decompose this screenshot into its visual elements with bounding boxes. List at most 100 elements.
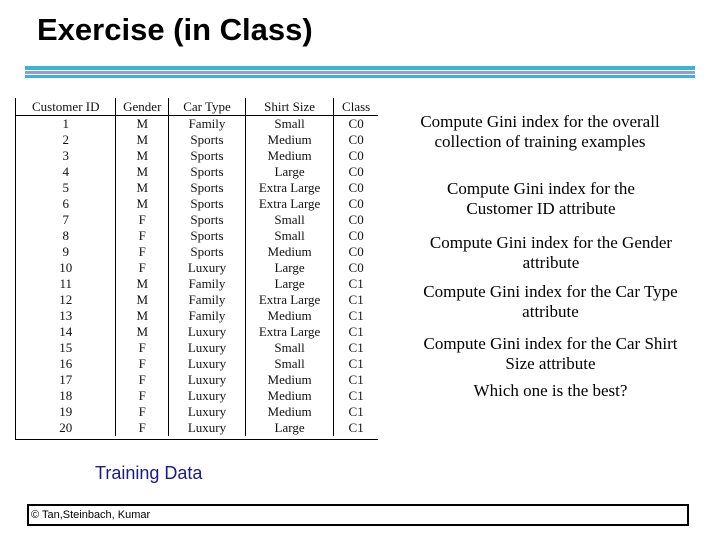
table-row: 7 F Sports Small C0 [16,212,378,228]
table-row: 4 M Sports Large C0 [16,164,378,180]
cell-customer-id: 17 [59,372,73,387]
cell-class: C0 [333,260,378,276]
cell-class: C0 [333,212,378,228]
cell-car-type: Luxury [168,340,246,356]
cell-customer-id: 15 [59,340,73,355]
header-customer-id: Customer ID [16,98,116,116]
cell-car-type: Luxury [168,324,246,340]
question-gender-gini: Compute Gini index for the Gender attrib… [429,233,673,272]
cell-shirt-size: Medium [244,132,334,148]
slide-title: Exercise (in Class) [37,12,313,47]
cell-car-type: Luxury [168,388,246,404]
table-row: 16 F Luxury Small C1 [16,356,378,372]
cell-shirt-size: Small [244,228,334,244]
cell-customer-id: 14 [59,324,73,339]
cell-shirt-size: Large [244,276,334,292]
cell-customer-id: 11 [59,276,72,291]
cell-customer-id: 20 [59,420,73,435]
cell-class: C1 [333,420,378,436]
table-header-row: Customer ID Gender Car Type Shirt Size C… [16,98,378,116]
cell-car-type: Sports [168,196,246,212]
table-row: 14 M Luxury Extra Large C1 [16,324,378,340]
table-row: 12 M Family Extra Large C1 [16,292,378,308]
cell-customer-id: 9 [62,244,69,259]
cell-gender: M [115,308,169,324]
cell-class: C1 [333,356,378,372]
question-customer-id-gini: Compute Gini index for the Customer ID a… [447,179,635,218]
cell-shirt-size: Medium [244,372,334,388]
cell-customer-id: 19 [59,404,73,419]
cell-shirt-size: Medium [244,148,334,164]
cell-shirt-size: Small [244,212,334,228]
cell-shirt-size: Medium [244,308,334,324]
table-row: 17 F Luxury Medium C1 [16,372,378,388]
cell-car-type: Luxury [168,404,246,420]
table-row: 15 F Luxury Small C1 [16,340,378,356]
cell-car-type: Sports [168,244,246,260]
table-row: 20 F Luxury Large C1 [16,420,378,436]
header-gender: Gender [115,98,169,116]
table-row: 11 M Family Large C1 [16,276,378,292]
cell-gender: M [115,276,169,292]
copyright-footer: © Tan,Steinbach, Kumar [27,504,689,526]
table-row: 6 M Sports Extra Large C0 [16,196,378,212]
table-row: 9 F Sports Medium C0 [16,244,378,260]
cell-class: C1 [333,292,378,308]
cell-gender: F [115,372,169,388]
question-which-best: Which one is the best? [473,381,628,400]
cell-class: C0 [333,244,378,260]
cell-car-type: Family [168,276,246,292]
cell-gender: M [115,196,169,212]
cell-class: C1 [333,404,378,420]
cell-gender: M [115,115,169,132]
title-rule-bottom [25,75,695,78]
cell-gender: M [115,324,169,340]
title-rule-middle [25,71,695,74]
cell-customer-id: 8 [62,228,69,243]
cell-shirt-size: Large [244,260,334,276]
cell-customer-id: 12 [59,292,73,307]
cell-customer-id: 7 [62,212,69,227]
cell-shirt-size: Medium [244,244,334,260]
cell-car-type: Sports [168,180,246,196]
question-overall-gini: Compute Gini index for the overall colle… [420,112,660,151]
cell-car-type: Luxury [168,372,246,388]
cell-gender: F [115,228,169,244]
cell-shirt-size: Small [244,115,334,132]
cell-gender: M [115,292,169,308]
cell-class: C0 [333,115,378,132]
cell-gender: F [115,212,169,228]
cell-class: C1 [333,340,378,356]
table-row: 18 F Luxury Medium C1 [16,388,378,404]
cell-shirt-size: Large [244,420,334,436]
cell-gender: F [115,340,169,356]
cell-gender: F [115,244,169,260]
cell-car-type: Sports [168,132,246,148]
cell-gender: F [115,356,169,372]
cell-customer-id: 2 [62,132,69,147]
question-shirt-size-gini: Compute Gini index for the Car Shirt Siz… [423,334,678,373]
table-row: 2 M Sports Medium C0 [16,132,378,148]
cell-shirt-size: Extra Large [244,324,334,340]
cell-customer-id: 3 [62,148,69,163]
cell-customer-id: 5 [62,180,69,195]
cell-class: C0 [333,148,378,164]
cell-shirt-size: Large [244,164,334,180]
cell-class: C1 [333,324,378,340]
training-data-table: Customer ID Gender Car Type Shirt Size C… [15,98,378,440]
header-car-type: Car Type [168,98,246,116]
table-row: 3 M Sports Medium C0 [16,148,378,164]
cell-car-type: Family [168,292,246,308]
table-row: 10 F Luxury Large C0 [16,260,378,276]
cell-customer-id: 4 [62,164,69,179]
table-row: 19 F Luxury Medium C1 [16,404,378,420]
cell-gender: F [115,420,169,436]
training-data-caption: Training Data [95,463,203,483]
cell-customer-id: 1 [62,116,69,131]
cell-gender: F [115,260,169,276]
cell-gender: M [115,132,169,148]
cell-shirt-size: Medium [244,404,334,420]
cell-class: C1 [333,372,378,388]
cell-shirt-size: Extra Large [244,196,334,212]
cell-class: C0 [333,180,378,196]
